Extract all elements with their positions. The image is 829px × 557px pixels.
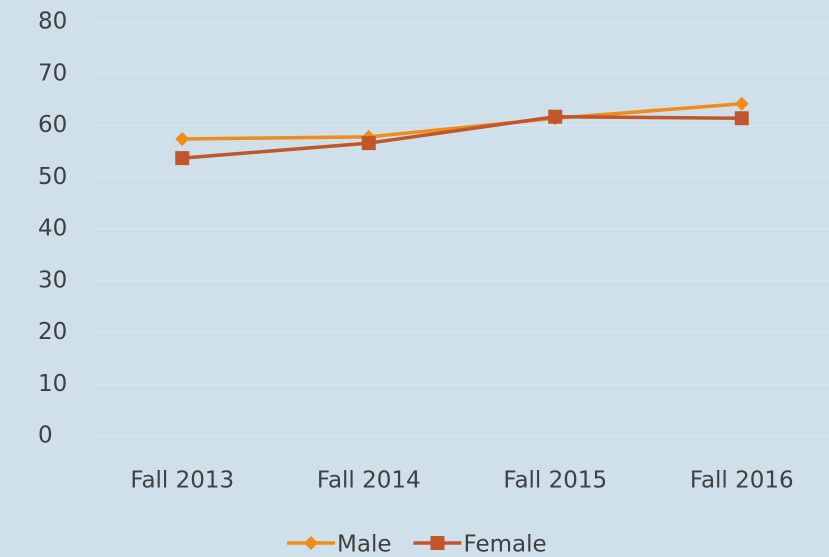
point	[734, 96, 749, 111]
y-tick-label: 50	[38, 164, 67, 190]
legend-label: Female	[463, 532, 546, 557]
y-tick-label: 60	[38, 112, 67, 138]
y-tick-label: 30	[38, 267, 67, 293]
point	[175, 131, 190, 146]
x-tick-label: Fall 2014	[317, 468, 421, 494]
point	[361, 136, 376, 151]
y-tick-label: 0	[38, 423, 53, 449]
x-tick-label: Fall 2015	[503, 468, 607, 494]
legend-marker	[430, 536, 445, 550]
point	[548, 109, 563, 124]
legend-label: Male	[337, 532, 391, 557]
x-tick-label: Fall 2013	[130, 468, 234, 494]
y-tick-label: 10	[38, 371, 67, 397]
y-tick-label: 70	[38, 60, 67, 86]
legend-marker	[304, 536, 318, 550]
y-tick-label: 20	[38, 319, 67, 345]
x-tick-label: Fall 2016	[690, 468, 794, 494]
series-line	[182, 102, 742, 141]
y-tick-label: 80	[38, 9, 67, 35]
y-tick-label: 40	[38, 216, 67, 242]
point	[734, 111, 749, 126]
point	[175, 151, 190, 166]
series-line	[182, 114, 742, 160]
